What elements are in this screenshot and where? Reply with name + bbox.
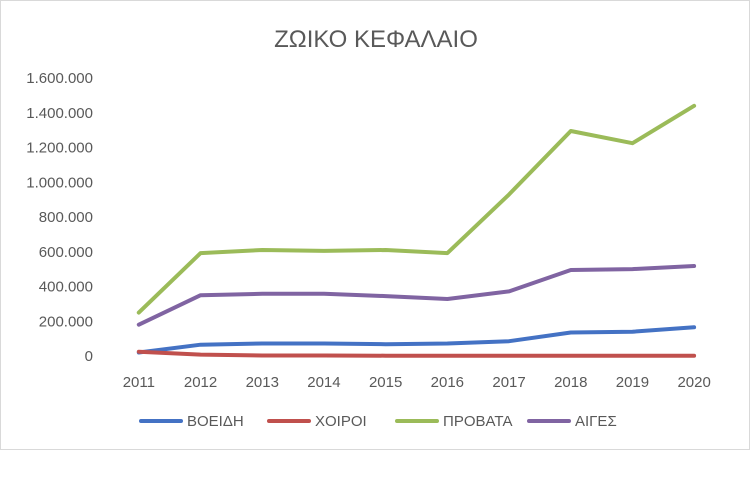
x-tick-label: 2020	[677, 374, 710, 391]
x-tick-label: 2015	[369, 374, 402, 391]
y-tick-label: 1.200.000	[26, 140, 93, 157]
y-axis-tick-labels: 0 200.000 400.000 600.000 800.000 1.000.000 1.…	[26, 70, 93, 365]
legend: ΒΟΕΙΔΗ ΧΟΙΡΟΙ ΠΡΟΒΑΤΑ ΑΙΓΕΣ	[139, 413, 617, 430]
legend-item: ΒΟΕΙΔΗ	[139, 413, 244, 430]
series-lines	[136, 103, 697, 358]
legend-item: ΧΟΙΡΟΙ	[267, 413, 367, 430]
y-tick-label: 1.000.000	[26, 174, 93, 191]
legend-label: ΠΡΟΒΑΤΑ	[443, 413, 512, 430]
x-axis-tick-labels: 2011 2012 2013 2014 2015 2016 2017 2018 2019 2020	[123, 374, 711, 391]
series-line-4	[136, 264, 697, 327]
x-tick-label: 2016	[431, 374, 464, 391]
y-tick-label: 400.000	[39, 279, 93, 296]
series-line-2	[136, 349, 697, 358]
chart-frame: ΖΩΙΚΟ ΚΕΦΑΛΑΙΟ 0 200.000 400.000 600.000 800…	[0, 0, 750, 450]
legend-label: ΑΙΓΕΣ	[575, 413, 617, 430]
line-chart: ΖΩΙΚΟ ΚΕΦΑΛΑΙΟ 0 200.000 400.000 600.000 800…	[26, 26, 711, 430]
y-tick-label: 200.000	[39, 313, 93, 330]
x-tick-label: 2019	[616, 374, 649, 391]
x-tick-label: 2014	[307, 374, 340, 391]
y-tick-label: 0	[85, 348, 93, 365]
legend-label: ΧΟΙΡΟΙ	[315, 413, 367, 430]
legend-item: ΑΙΓΕΣ	[527, 413, 617, 430]
x-tick-label: 2017	[492, 374, 525, 391]
x-tick-label: 2012	[184, 374, 217, 391]
y-tick-label: 1.400.000	[26, 105, 93, 122]
y-tick-label: 600.000	[39, 244, 93, 261]
legend-item: ΠΡΟΒΑΤΑ	[395, 413, 512, 430]
x-tick-label: 2013	[246, 374, 279, 391]
y-tick-label: 1.600.000	[26, 70, 93, 87]
x-tick-label: 2011	[123, 374, 155, 391]
chart-title: ΖΩΙΚΟ ΚΕΦΑΛΑΙΟ	[274, 26, 478, 53]
x-tick-label: 2018	[554, 374, 587, 391]
series-line-1	[136, 325, 697, 355]
series-line-3	[136, 103, 697, 315]
legend-label: ΒΟΕΙΔΗ	[187, 413, 244, 430]
y-tick-label: 800.000	[39, 209, 93, 226]
